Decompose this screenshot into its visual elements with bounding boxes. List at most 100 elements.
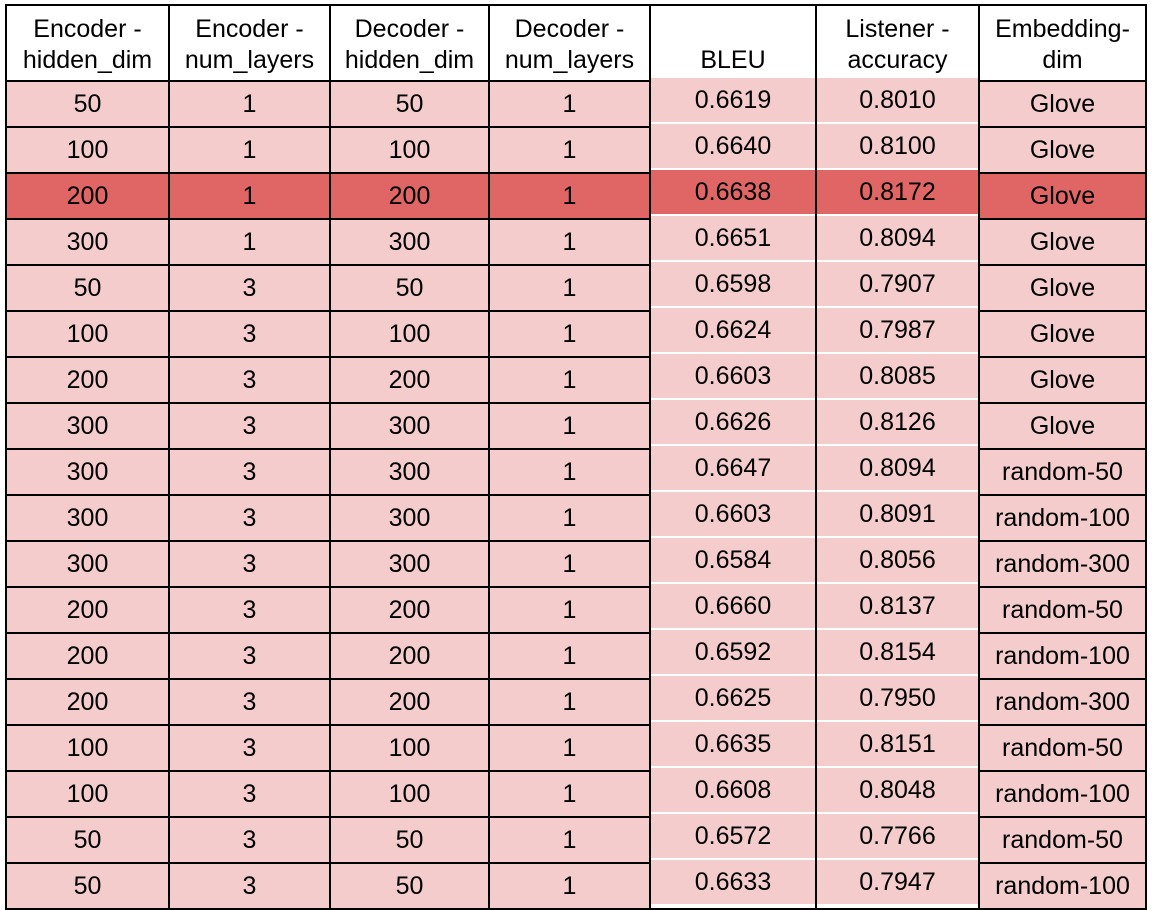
cell-listener-accuracy: 0.8056 <box>815 536 980 584</box>
cell-listener-accuracy: 0.8154 <box>815 628 980 676</box>
cell-encoder-hidden-dim: 100 <box>5 310 170 358</box>
table-row: 100 3 100 1 0.6608 0.8048 random-100 <box>5 766 1147 818</box>
column-header-line: Decoder - <box>514 15 625 43</box>
cell-listener-accuracy: 0.7947 <box>815 858 980 906</box>
header-row: Encoder - hidden_dim Encoder - num_layers De… <box>5 4 1147 82</box>
column-header-encoder-num-layers: Encoder - num_layers <box>168 4 331 82</box>
cell-decoder-hidden-dim: 50 <box>329 80 490 128</box>
cell-decoder-hidden-dim: 200 <box>329 632 490 680</box>
cell-listener-accuracy: 0.7907 <box>815 260 980 308</box>
cell-embedding-dim: random-100 <box>978 770 1147 818</box>
cell-bleu: 0.6635 <box>649 720 817 768</box>
cell-encoder-num-layers: 3 <box>168 540 331 588</box>
cell-listener-accuracy: 0.8010 <box>815 76 980 124</box>
cell-encoder-hidden-dim: 50 <box>5 862 170 910</box>
cell-decoder-hidden-dim: 300 <box>329 494 490 542</box>
cell-decoder-hidden-dim: 200 <box>329 172 490 220</box>
cell-embedding-dim: random-50 <box>978 724 1147 772</box>
cell-listener-accuracy: 0.8094 <box>815 214 980 262</box>
cell-embedding-dim: Glove <box>978 218 1147 266</box>
cell-listener-accuracy: 0.8085 <box>815 352 980 400</box>
column-header-encoder-hidden-dim: Encoder - hidden_dim <box>5 4 170 82</box>
cell-decoder-num-layers: 1 <box>488 494 651 542</box>
column-header-decoder-num-layers: Decoder - num_layers <box>488 4 651 82</box>
table-row: 50 1 50 1 0.6619 0.8010 Glove <box>5 76 1147 128</box>
column-header-line: BLEU <box>700 46 766 74</box>
cell-bleu: 0.6608 <box>649 766 817 814</box>
cell-listener-accuracy: 0.8137 <box>815 582 980 630</box>
cell-encoder-hidden-dim: 200 <box>5 678 170 726</box>
cell-decoder-num-layers: 1 <box>488 310 651 358</box>
cell-decoder-num-layers: 1 <box>488 770 651 818</box>
table-row: 300 3 300 1 0.6584 0.8056 random-300 <box>5 536 1147 588</box>
cell-encoder-hidden-dim: 200 <box>5 586 170 634</box>
cell-bleu: 0.6584 <box>649 536 817 584</box>
cell-encoder-hidden-dim: 300 <box>5 540 170 588</box>
cell-encoder-num-layers: 3 <box>168 678 331 726</box>
table-row: 200 1 200 1 0.6638 0.8172 Glove <box>5 168 1147 220</box>
table-header: Encoder - hidden_dim Encoder - num_layers De… <box>5 4 1147 82</box>
cell-bleu: 0.6660 <box>649 582 817 630</box>
cell-encoder-num-layers: 1 <box>168 218 331 266</box>
cell-encoder-hidden-dim: 50 <box>5 816 170 864</box>
cell-decoder-num-layers: 1 <box>488 172 651 220</box>
table-row: 300 3 300 1 0.6603 0.8091 random-100 <box>5 490 1147 542</box>
table-row: 300 3 300 1 0.6647 0.8094 random-50 <box>5 444 1147 496</box>
cell-bleu: 0.6626 <box>649 398 817 446</box>
column-header-line: Encoder - <box>195 15 304 43</box>
cell-embedding-dim: Glove <box>978 80 1147 128</box>
results-table: Encoder - hidden_dim Encoder - num_layers De… <box>5 4 1147 910</box>
cell-encoder-hidden-dim: 300 <box>5 448 170 496</box>
cell-encoder-hidden-dim: 300 <box>5 494 170 542</box>
cell-bleu: 0.6638 <box>649 168 817 216</box>
cell-decoder-num-layers: 1 <box>488 632 651 680</box>
cell-encoder-num-layers: 3 <box>168 356 331 404</box>
cell-encoder-hidden-dim: 100 <box>5 770 170 818</box>
column-header-line: Encoder - <box>33 15 142 43</box>
cell-encoder-hidden-dim: 50 <box>5 264 170 312</box>
cell-bleu: 0.6603 <box>649 490 817 538</box>
column-header-line: hidden_dim <box>344 46 475 74</box>
cell-decoder-hidden-dim: 300 <box>329 218 490 266</box>
table-row: 300 3 300 1 0.6626 0.8126 Glove <box>5 398 1147 450</box>
column-header-line: hidden_dim <box>22 46 153 74</box>
cell-decoder-num-layers: 1 <box>488 80 651 128</box>
cell-bleu: 0.6603 <box>649 352 817 400</box>
cell-bleu: 0.6598 <box>649 260 817 308</box>
cell-decoder-num-layers: 1 <box>488 586 651 634</box>
column-header-line: num_layers <box>504 46 635 74</box>
table-row: 100 1 100 1 0.6640 0.8100 Glove <box>5 122 1147 174</box>
cell-listener-accuracy: 0.7950 <box>815 674 980 722</box>
cell-embedding-dim: random-300 <box>978 678 1147 726</box>
cell-decoder-num-layers: 1 <box>488 264 651 312</box>
cell-embedding-dim: Glove <box>978 126 1147 174</box>
table-row: 50 3 50 1 0.6598 0.7907 Glove <box>5 260 1147 312</box>
cell-decoder-hidden-dim: 200 <box>329 678 490 726</box>
cell-encoder-num-layers: 3 <box>168 632 331 680</box>
cell-encoder-num-layers: 3 <box>168 770 331 818</box>
table-row: 200 3 200 1 0.6603 0.8085 Glove <box>5 352 1147 404</box>
cell-decoder-hidden-dim: 300 <box>329 448 490 496</box>
column-header-embedding-dim: Embedding-dim <box>978 4 1147 82</box>
cell-decoder-hidden-dim: 200 <box>329 586 490 634</box>
cell-decoder-num-layers: 1 <box>488 678 651 726</box>
cell-decoder-num-layers: 1 <box>488 402 651 450</box>
column-header-bleu: BLEU <box>649 4 817 82</box>
cell-embedding-dim: random-100 <box>978 494 1147 542</box>
cell-encoder-num-layers: 1 <box>168 172 331 220</box>
cell-embedding-dim: Glove <box>978 172 1147 220</box>
cell-encoder-num-layers: 3 <box>168 816 331 864</box>
column-header-line: accuracy <box>847 46 948 74</box>
cell-embedding-dim: random-50 <box>978 586 1147 634</box>
cell-decoder-hidden-dim: 300 <box>329 540 490 588</box>
cell-decoder-hidden-dim: 200 <box>329 356 490 404</box>
cell-encoder-num-layers: 3 <box>168 586 331 634</box>
cell-embedding-dim: Glove <box>978 402 1147 450</box>
cell-decoder-hidden-dim: 50 <box>329 816 490 864</box>
cell-decoder-num-layers: 1 <box>488 816 651 864</box>
cell-encoder-hidden-dim: 200 <box>5 172 170 220</box>
cell-embedding-dim: Glove <box>978 356 1147 404</box>
cell-listener-accuracy: 0.8172 <box>815 168 980 216</box>
cell-encoder-num-layers: 1 <box>168 80 331 128</box>
table-row: 50 3 50 1 0.6572 0.7766 random-50 <box>5 812 1147 864</box>
